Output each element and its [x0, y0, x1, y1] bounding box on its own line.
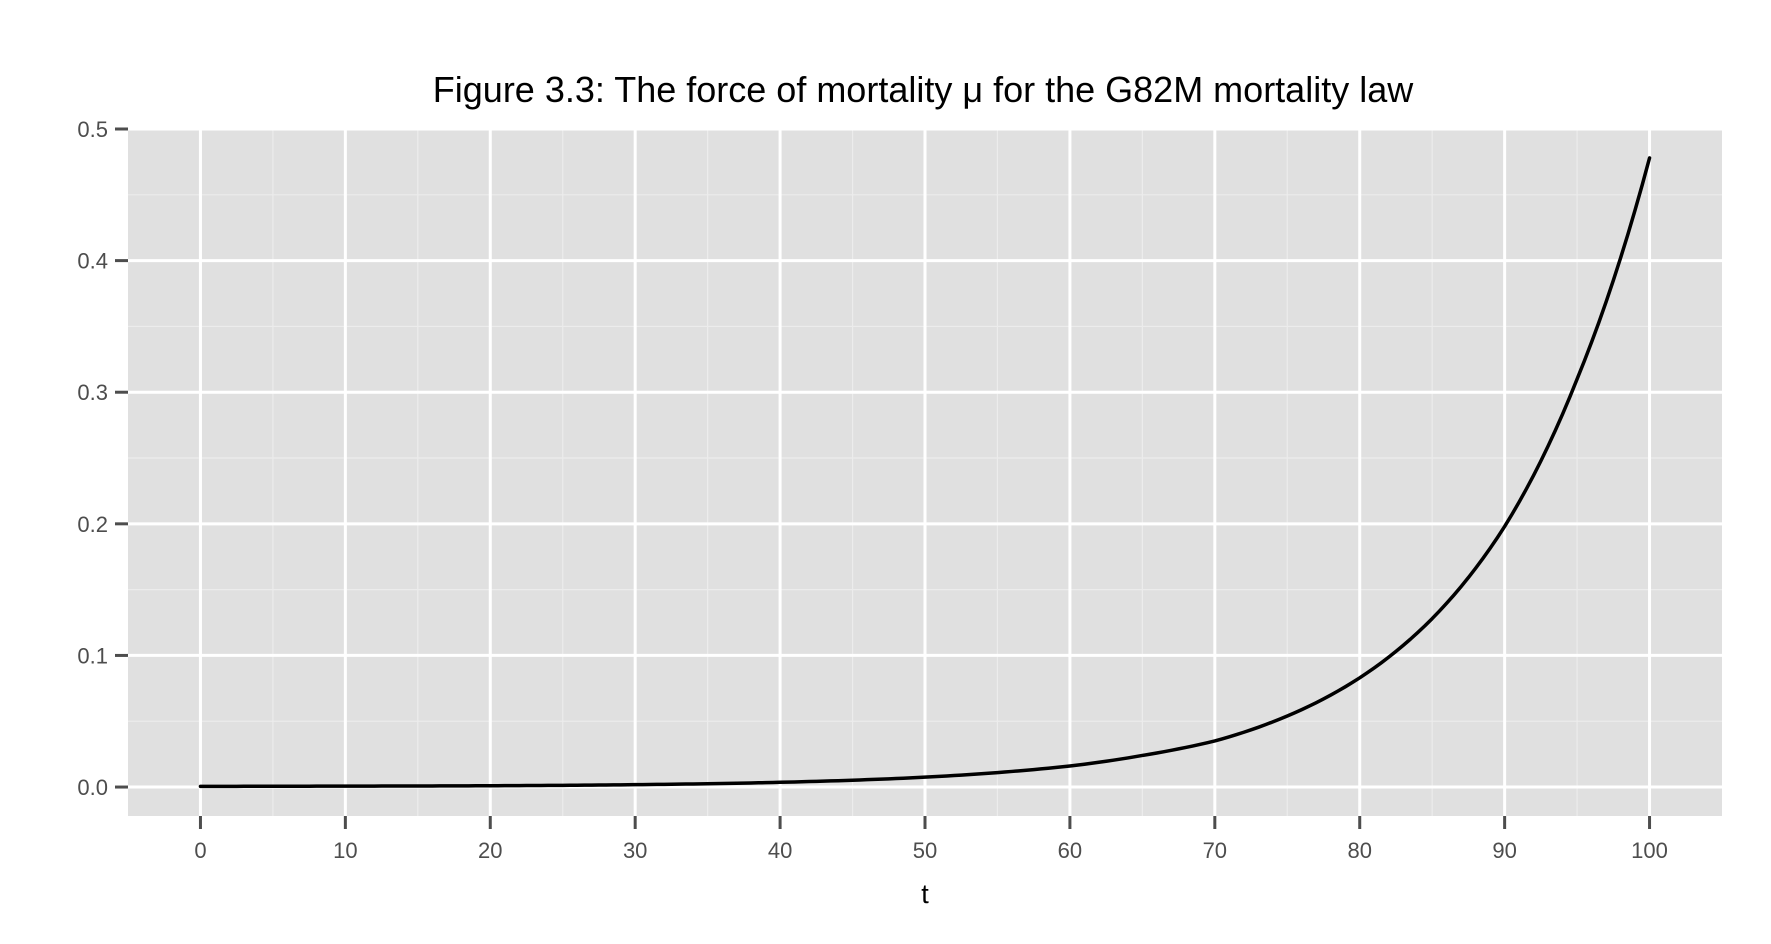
y-tick-label: 0.4: [77, 249, 108, 274]
x-tick-label: 90: [1492, 838, 1516, 863]
x-tick-label: 60: [1058, 838, 1082, 863]
x-tick-label: 80: [1347, 838, 1371, 863]
chart-title: Figure 3.3: The force of mortality μ for…: [433, 69, 1414, 110]
y-tick-label: 0.3: [77, 380, 108, 405]
x-axis: 0 10 20 30 40 50 60 70 80 90 100: [194, 816, 1668, 863]
y-tick-label: 0.0: [77, 775, 108, 800]
x-tick-label: 100: [1631, 838, 1668, 863]
y-tick-label: 0.1: [77, 643, 108, 668]
major-gridlines: [128, 127, 1722, 816]
series-line-0: [198, 156, 1652, 789]
y-axis: 0.0 0.1 0.2 0.3 0.4 0.5: [77, 117, 128, 800]
x-tick-label: 50: [913, 838, 937, 863]
x-tick-label: 0: [194, 838, 206, 863]
x-tick-label: 30: [623, 838, 647, 863]
x-tick-label: 10: [333, 838, 357, 863]
x-axis-title: t: [921, 879, 929, 909]
series-layer: [198, 156, 1652, 789]
y-tick-label: 0.5: [77, 117, 108, 142]
x-tick-label: 20: [478, 838, 502, 863]
x-tick-label: 70: [1203, 838, 1227, 863]
y-tick-label: 0.2: [77, 512, 108, 537]
x-tick-label: 40: [768, 838, 792, 863]
